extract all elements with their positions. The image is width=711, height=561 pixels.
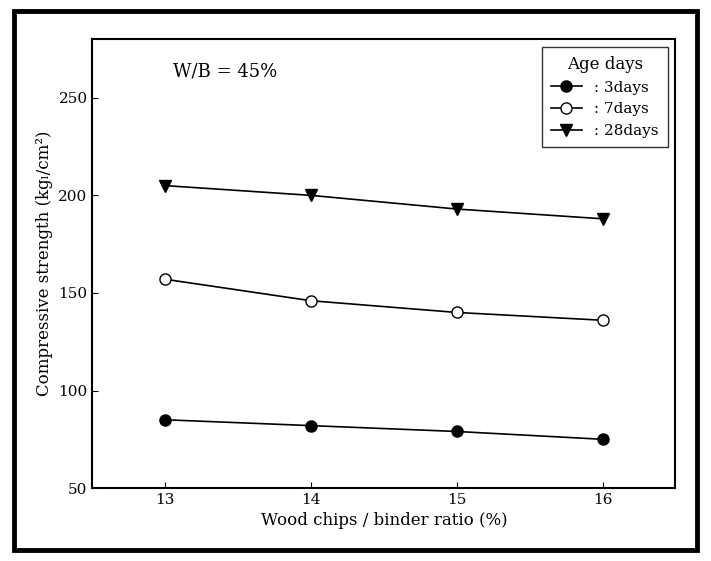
 : 28days: (13, 205): 28days: (13, 205)	[161, 182, 170, 189]
Line:  : 3days: : 3days	[160, 414, 608, 445]
Text: W/B = 45%: W/B = 45%	[173, 63, 277, 81]
X-axis label: Wood chips / binder ratio (%): Wood chips / binder ratio (%)	[261, 513, 507, 530]
Legend:  : 3days,  : 7days,  : 28days: : 3days, : 7days, : 28days	[542, 47, 668, 147]
 : 7days: (15, 140): 7days: (15, 140)	[452, 309, 461, 316]
 : 28days: (14, 200): 28days: (14, 200)	[307, 192, 316, 199]
 : 3days: (14, 82): 3days: (14, 82)	[307, 422, 316, 429]
Y-axis label: Compressive strength (kgₗ/cm²): Compressive strength (kgₗ/cm²)	[36, 131, 53, 397]
Line:  : 7days: : 7days	[160, 274, 608, 326]
 : 7days: (14, 146): 7days: (14, 146)	[307, 297, 316, 304]
 : 28days: (16, 188): 28days: (16, 188)	[599, 215, 607, 222]
 : 3days: (15, 79): 3days: (15, 79)	[452, 428, 461, 435]
Line:  : 28days: : 28days	[159, 180, 609, 225]
 : 7days: (13, 157): 7days: (13, 157)	[161, 276, 170, 283]
 : 3days: (16, 75): 3days: (16, 75)	[599, 436, 607, 443]
 : 3days: (13, 85): 3days: (13, 85)	[161, 416, 170, 423]
 : 28days: (15, 193): 28days: (15, 193)	[452, 206, 461, 213]
 : 7days: (16, 136): 7days: (16, 136)	[599, 317, 607, 324]
